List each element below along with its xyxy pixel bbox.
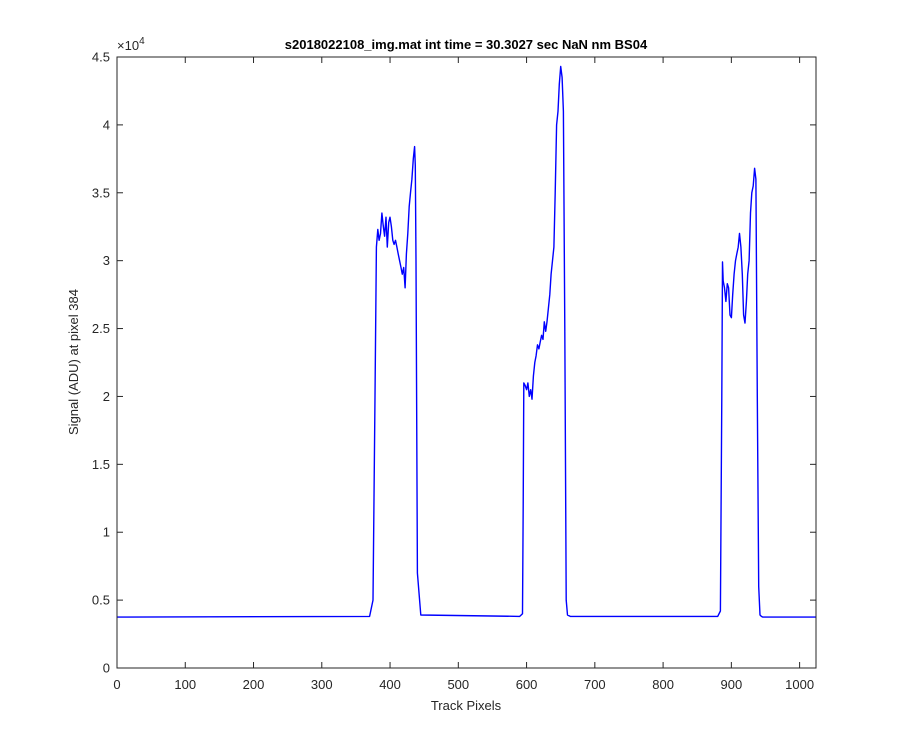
x-tick-label: 900 xyxy=(721,677,743,692)
y-tick-label: 1.5 xyxy=(92,457,110,472)
series-layer xyxy=(116,65,816,618)
y-tick-label: 2 xyxy=(103,389,110,404)
y-tick-label: 3 xyxy=(103,253,110,268)
axes-layer: 0 100 200 300 400 500 600 700 800 900 1000 0 0.5 1 1.5… xyxy=(92,50,817,692)
axes-box xyxy=(116,56,817,669)
y-tick-label: 0.5 xyxy=(92,593,110,608)
y-tick-label: 0 xyxy=(103,661,110,676)
x-tick-label: 200 xyxy=(243,677,265,692)
x-tick-label: 600 xyxy=(516,677,538,692)
x-tick-label: 0 xyxy=(113,677,120,692)
y-tick-label: 4 xyxy=(103,117,110,132)
y-exponent-base: ×10 xyxy=(117,38,139,53)
x-tick-label: 700 xyxy=(584,677,606,692)
y-tick-label: 4.5 xyxy=(92,50,110,65)
y-axis-exponent-label: ×104 xyxy=(117,36,145,53)
chart-title: s2018022108_img.mat int time = 30.3027 s… xyxy=(285,37,648,52)
y-tick-label: 3.5 xyxy=(92,185,110,200)
x-tick-label: 1000 xyxy=(785,677,814,692)
x-tick-label: 300 xyxy=(311,677,333,692)
y-tick-label: 2.5 xyxy=(92,321,110,336)
x-tick-label: 800 xyxy=(652,677,674,692)
series-line-1 xyxy=(116,65,816,618)
x-tick-label: 500 xyxy=(447,677,469,692)
y-axis-label: Signal (ADU) at pixel 384 xyxy=(66,289,81,435)
y-exponent-power: 4 xyxy=(139,36,145,47)
x-tick-label: 100 xyxy=(174,677,196,692)
x-axis-label: Track Pixels xyxy=(431,698,502,713)
x-tick-label: 400 xyxy=(379,677,401,692)
plot-area xyxy=(117,57,816,668)
y-tick-label: 1 xyxy=(103,525,110,540)
